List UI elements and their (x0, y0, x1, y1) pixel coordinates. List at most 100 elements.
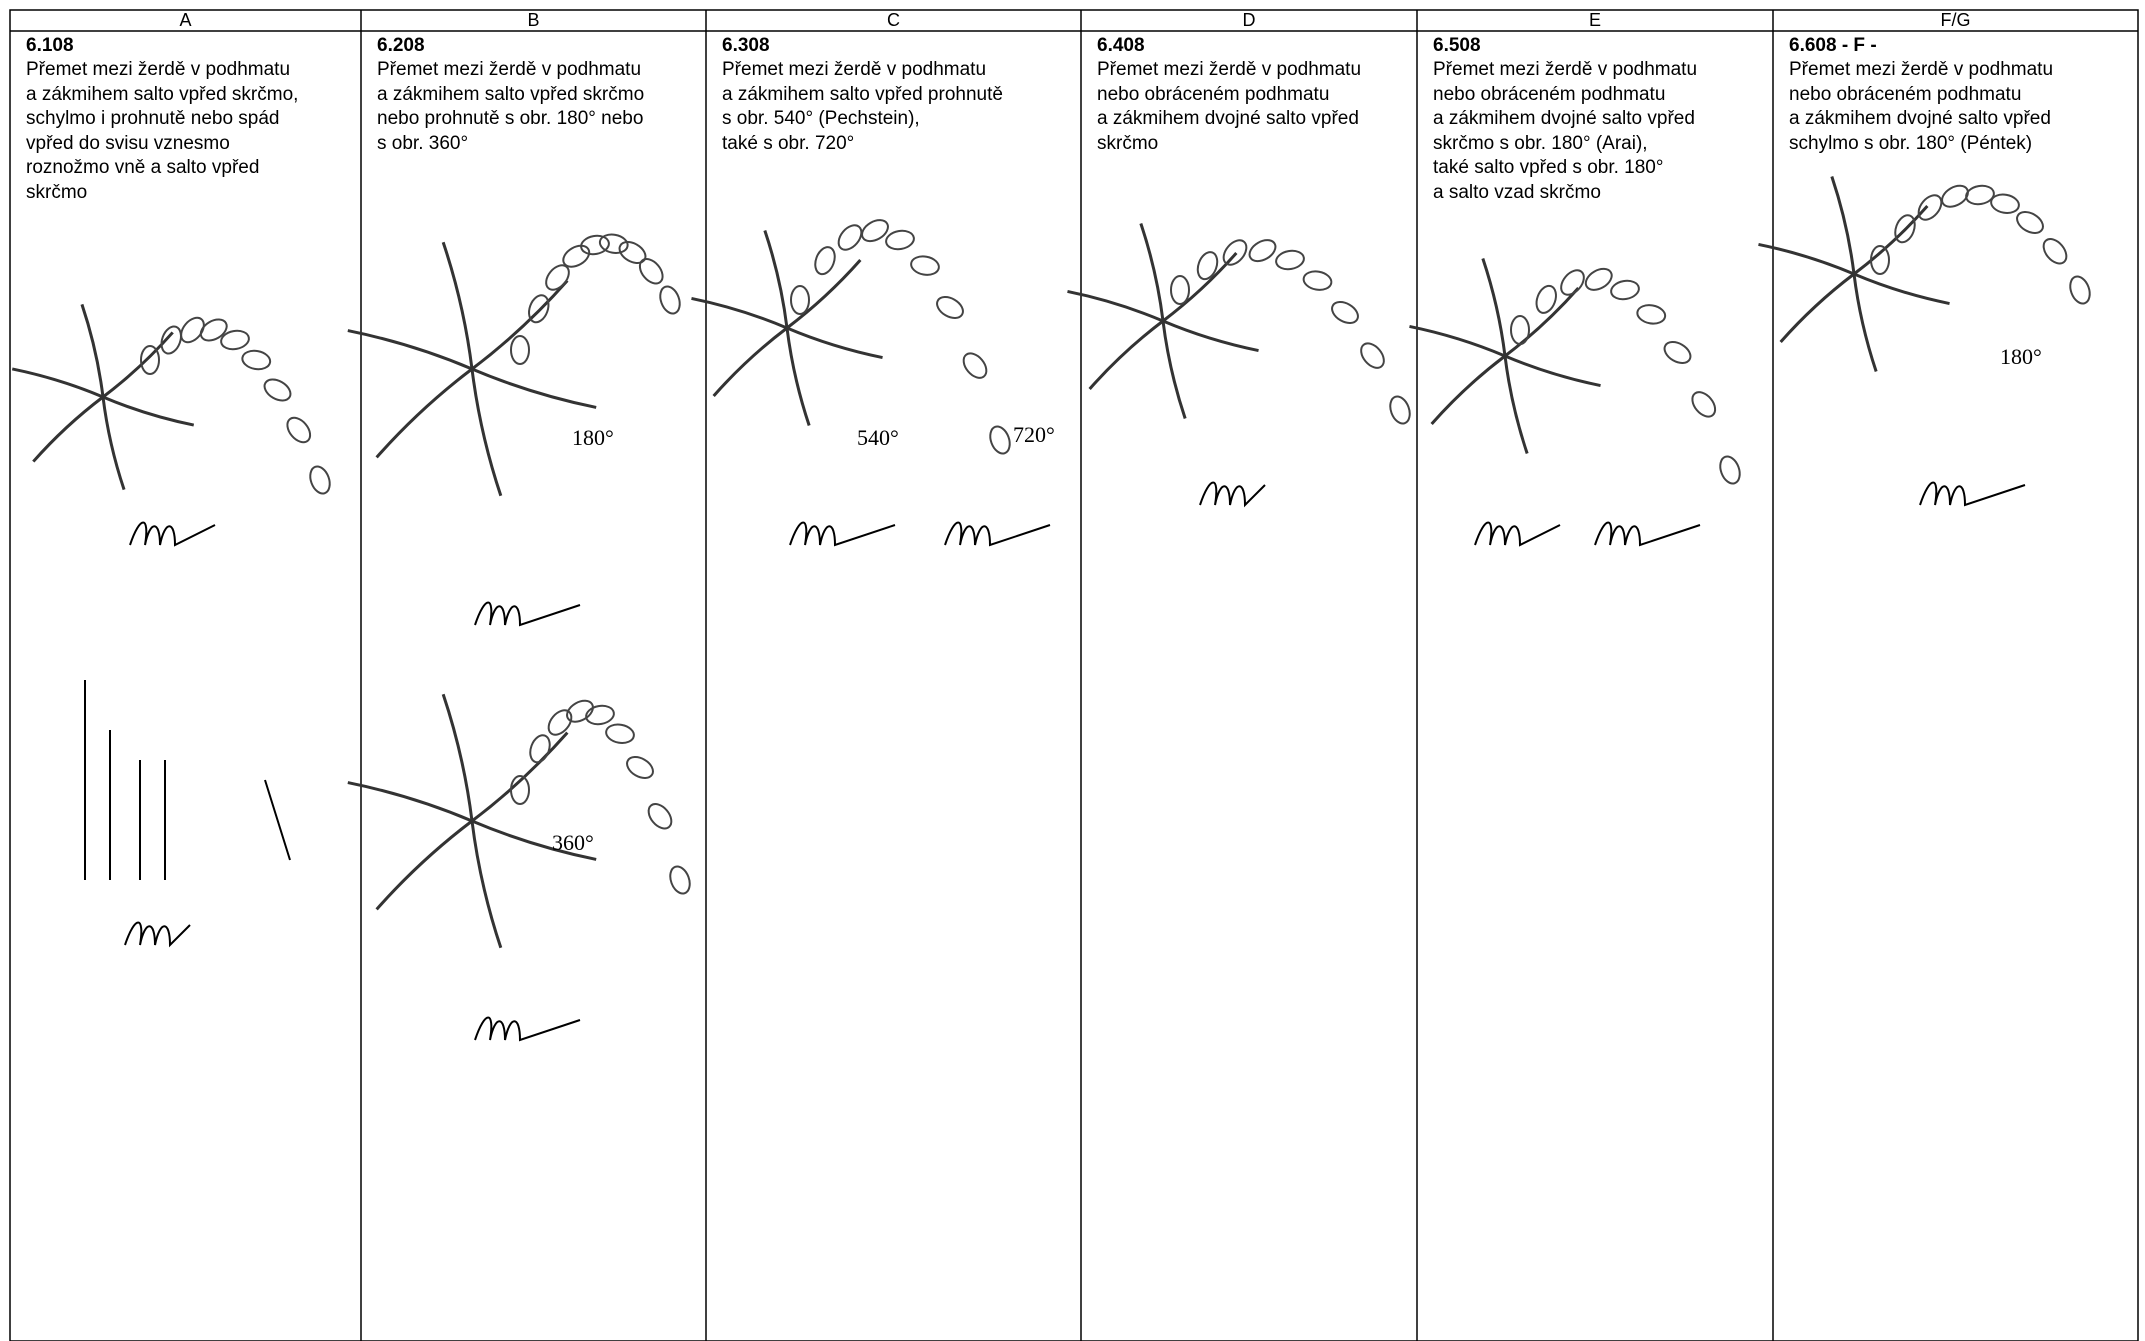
sketch-stroke (347, 329, 473, 371)
sketch-stroke (375, 367, 473, 459)
sketch-stroke (375, 819, 473, 911)
sketch-stroke (199, 318, 228, 342)
element-code: 6.408 (1097, 35, 1145, 56)
sketch-stroke (944, 521, 1051, 547)
sketch-stroke (471, 279, 569, 371)
sketch-stroke (580, 234, 610, 256)
sketch-stroke (1389, 395, 1411, 425)
sketch-stroke (547, 709, 573, 736)
description-line: také s obr. 720° (722, 132, 855, 154)
sketch-stroke (989, 425, 1011, 455)
column-header: E (1588, 10, 1601, 30)
figure-label: 360° (552, 830, 594, 855)
sketch-stroke (1691, 391, 1717, 418)
description-line: s obr. 360° (377, 132, 469, 154)
column-header: A (179, 10, 192, 30)
sketch-stroke (160, 325, 182, 355)
description-line: a zákmihem salto vpřed skrčmo, (26, 83, 299, 105)
sketch-stroke (763, 230, 789, 329)
description-line: s obr. 540° (Pechstein), (722, 108, 920, 130)
sketch-stroke (1894, 214, 1916, 244)
description-line: schylmo s obr. 180° (Péntek) (1789, 132, 2033, 154)
sketch-stroke (510, 335, 530, 365)
sketch-stroke (789, 521, 896, 547)
sketch-stroke (1779, 272, 1855, 343)
sketch-stroke (129, 521, 216, 547)
sketch-stroke (1170, 275, 1190, 305)
sketch-stroke (1560, 269, 1585, 296)
sketch-stroke (1088, 319, 1164, 390)
description-line: a zákmihem dvojné salto vpřed (1433, 108, 1695, 130)
sketch-stroke (2069, 275, 2091, 305)
column-header: C (887, 10, 900, 30)
sketch-stroke (785, 327, 811, 426)
sketch-stroke (669, 865, 691, 895)
sketch-stroke (1161, 320, 1187, 419)
element-code: 6.108 (26, 35, 74, 56)
description-line: Přemet mezi žerdě v podhmatu (377, 59, 642, 80)
sketch-stroke (1430, 354, 1506, 425)
sketch-stroke (566, 699, 594, 723)
sketch-stroke (1853, 205, 1929, 276)
sketch-stroke (80, 303, 105, 398)
description-line: Přemet mezi žerdě v podhmatu (1433, 59, 1698, 80)
sketch-stroke (936, 296, 964, 319)
figure-label: 180° (2000, 344, 2042, 369)
sketch-stroke (1409, 324, 1506, 358)
sketch-stroke (1067, 289, 1164, 323)
sketch-stroke (1504, 287, 1580, 358)
sketch-stroke (786, 326, 883, 360)
sketch-stroke (1196, 251, 1219, 281)
sketch-stroke (11, 367, 104, 399)
column-header: F/G (1940, 10, 1971, 30)
sketch-stroke (861, 219, 889, 243)
sketch-stroke (659, 285, 681, 315)
sketch-stroke (1510, 315, 1530, 345)
sketch-stroke (140, 345, 160, 375)
sketch-stroke (691, 296, 788, 330)
sketch-stroke (102, 395, 195, 427)
description-line: také salto vpřed s obr. 180° (1433, 157, 1664, 179)
sketch-stroke (638, 258, 664, 285)
sketch-stroke (471, 819, 597, 861)
sketch-stroke (1503, 355, 1529, 454)
sketch-stroke (1199, 481, 1266, 508)
sketch-stroke (1481, 258, 1507, 357)
sketch-stroke (102, 331, 174, 399)
sketch-stroke (618, 241, 647, 264)
sketch-stroke (1222, 239, 1248, 266)
sketch-stroke (814, 246, 836, 276)
sketch-stroke (470, 820, 503, 949)
description-line: Přemet mezi žerdě v podhmatu (1789, 59, 2054, 80)
sketch-stroke (474, 1016, 581, 1042)
sketch-stroke (101, 396, 126, 491)
sketch-stroke (1941, 184, 1969, 208)
sketch-stroke (790, 285, 810, 315)
sketch-stroke (529, 734, 551, 764)
sketch-stroke (1852, 273, 1878, 372)
sketch-stroke (562, 244, 591, 268)
sketch-stroke (885, 229, 915, 251)
description-line: Přemet mezi žerdě v podhmatu (722, 59, 987, 80)
element-code: 6.308 (722, 35, 770, 56)
sketch-stroke (1990, 193, 2020, 214)
sketch-stroke (263, 378, 292, 402)
sketch-stroke (1504, 354, 1601, 388)
sketch-stroke (309, 465, 331, 495)
description-line: roznožmo vně a salto vpřed (26, 157, 260, 179)
description-line: nebo obráceném podhmatu (1433, 83, 1666, 105)
description-line: a zákmihem salto vpřed prohnutě (722, 83, 1003, 105)
description-line: skrčmo (26, 182, 88, 203)
description-line: nebo obráceném podhmatu (1789, 83, 2022, 105)
sketch-stroke (1870, 245, 1890, 275)
sketch-stroke (1474, 521, 1561, 547)
sketch-stroke (1853, 272, 1950, 306)
sketch-stroke (1663, 341, 1692, 364)
figure-label: 720° (1013, 422, 1055, 447)
sketch-stroke (1248, 239, 1277, 263)
sketch-stroke (1162, 252, 1238, 323)
sketch-stroke (598, 233, 629, 254)
sketch-stroke (605, 723, 635, 744)
sketch-stroke (1610, 279, 1640, 301)
